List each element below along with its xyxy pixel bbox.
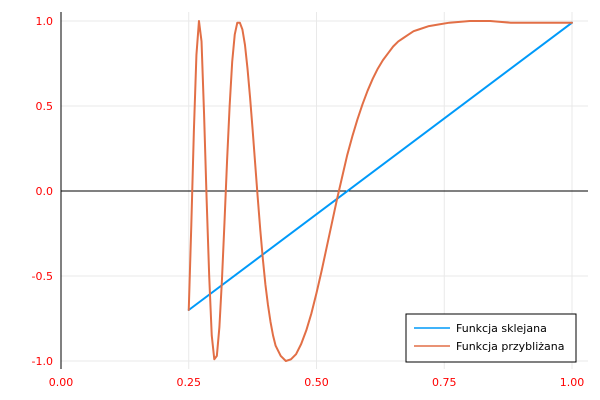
x-tick-label-4: 1.00: [560, 376, 585, 389]
y-tick-label-4: 1.0: [36, 15, 54, 28]
series-line-0: [187, 21, 573, 311]
series-line-1: [187, 20, 573, 362]
legend-box: [405, 313, 577, 363]
legend-label-przyblizana: Funkcja przybliżana: [456, 340, 565, 353]
y-tick-label-3: 0.5: [36, 100, 54, 113]
series: [187, 20, 573, 362]
legend-label-sklejana: Funkcja sklejana: [456, 322, 547, 335]
tick-labels: 0.00 0.25 0.50 0.75 1.00 -1.0 -0.5 0.0 0.5 1.0: [32, 15, 585, 389]
y-tick-label-2: 0.0: [36, 185, 54, 198]
x-tick-label-0: 0.00: [49, 376, 74, 389]
x-tick-label-3: 0.75: [432, 376, 457, 389]
y-tick-label-0: -1.0: [32, 355, 53, 368]
x-tick-label-1: 0.25: [177, 376, 202, 389]
y-tick-label-1: -0.5: [32, 270, 53, 283]
axes: [60, 12, 588, 369]
x-tick-label-2: 0.50: [304, 376, 329, 389]
legend: Funkcja sklejana Funkcja przybliżana: [405, 313, 577, 363]
